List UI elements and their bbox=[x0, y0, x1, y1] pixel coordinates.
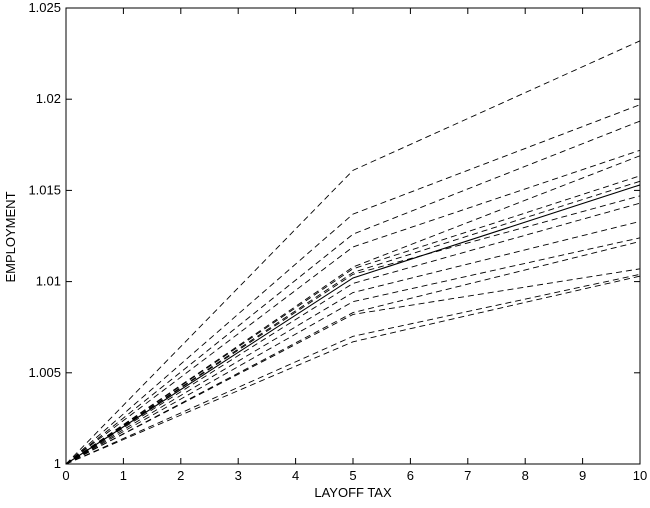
x-tick-label: 8 bbox=[522, 468, 529, 483]
series-line-4 bbox=[65, 120, 641, 465]
series-line-3 bbox=[65, 104, 641, 465]
series-line-15 bbox=[65, 273, 641, 465]
x-tick-label: 5 bbox=[349, 468, 356, 483]
series-line-6 bbox=[65, 155, 641, 465]
y-tick-label: 1.02 bbox=[36, 91, 61, 106]
series-line-14 bbox=[65, 268, 641, 465]
y-tick-label: 1 bbox=[54, 456, 61, 471]
y-axis-label: EMPLOYMENT bbox=[3, 191, 18, 282]
series-line-7 bbox=[65, 175, 641, 465]
x-tick-label: 4 bbox=[292, 468, 299, 483]
series-line-8 bbox=[65, 180, 641, 465]
y-tick-label: 1.01 bbox=[36, 274, 61, 289]
plot-frame bbox=[65, 7, 641, 465]
x-tick-label: 0 bbox=[62, 468, 69, 483]
series-line-16 bbox=[65, 275, 641, 465]
series-line-11 bbox=[65, 220, 641, 465]
x-tick-label: 2 bbox=[177, 468, 184, 483]
y-tick-label: 1.005 bbox=[28, 365, 61, 380]
series-line-1 bbox=[65, 184, 641, 465]
x-tick-label: 1 bbox=[120, 468, 127, 483]
x-tick-label: 10 bbox=[633, 468, 647, 483]
x-axis-label: LAYOFF TAX bbox=[314, 485, 392, 500]
x-tick-label: 7 bbox=[464, 468, 471, 483]
y-tick-label: 1.025 bbox=[28, 0, 61, 15]
series-line-13 bbox=[65, 241, 641, 465]
series-line-5 bbox=[65, 149, 641, 465]
x-tick-label: 6 bbox=[407, 468, 414, 483]
y-tick-label: 1.015 bbox=[28, 182, 61, 197]
series-line-9 bbox=[65, 195, 641, 465]
x-tick-label: 9 bbox=[579, 468, 586, 483]
series-line-2 bbox=[65, 40, 641, 465]
series-line-12 bbox=[65, 237, 641, 465]
x-tick-label: 3 bbox=[235, 468, 242, 483]
series-layer bbox=[65, 40, 641, 465]
series-line-10 bbox=[65, 202, 641, 465]
